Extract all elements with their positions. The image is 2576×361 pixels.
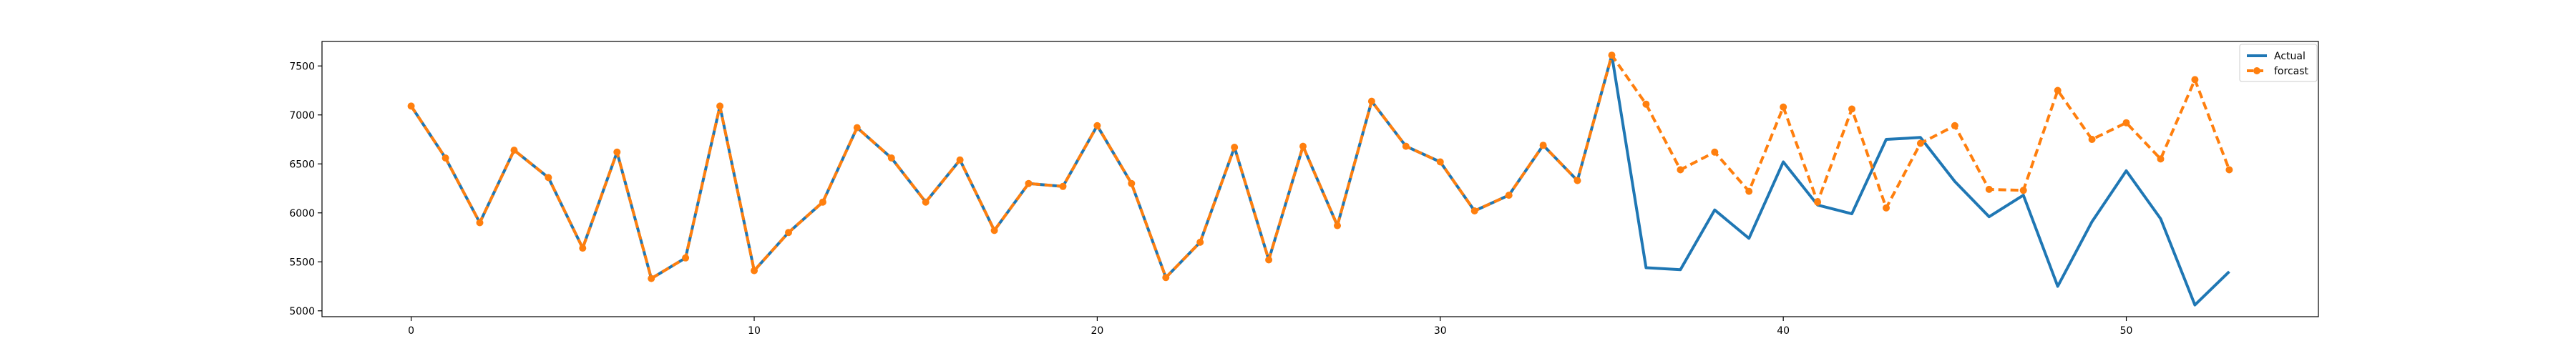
data-point-forcast (2122, 119, 2130, 127)
data-point-forcast (1745, 187, 1753, 195)
y-tick-label: 6500 (289, 159, 315, 170)
legend-label-forcast: forcast (2274, 66, 2309, 77)
data-point-forcast (1883, 204, 1890, 212)
data-point-forcast (819, 198, 826, 206)
data-point-forcast (1436, 158, 1444, 166)
data-point-forcast (1470, 207, 1478, 214)
data-point-forcast (1334, 222, 1341, 229)
data-point-forcast (1505, 192, 1513, 199)
data-point-forcast (1231, 144, 1239, 151)
x-tick-label: 10 (748, 325, 761, 337)
data-point-forcast (1574, 177, 1581, 184)
data-point-forcast (545, 174, 552, 182)
series-line-actual (409, 54, 2230, 307)
data-point-forcast (2157, 155, 2165, 163)
data-point-forcast (1093, 122, 1101, 129)
data-point-forcast (2054, 86, 2062, 94)
legend-marker-forcast (2253, 67, 2260, 74)
x-tick-label: 50 (2120, 325, 2133, 337)
data-point-forcast (853, 124, 861, 132)
data-point-forcast (1814, 198, 1822, 206)
data-point-forcast (407, 102, 415, 110)
data-point-forcast (613, 148, 621, 156)
data-point-forcast (510, 147, 518, 154)
data-point-forcast (785, 229, 792, 237)
data-point-forcast (648, 275, 655, 282)
data-point-forcast (2225, 166, 2233, 174)
data-point-forcast (1265, 256, 1273, 264)
data-point-forcast (1780, 103, 1787, 111)
data-point-forcast (1711, 148, 1719, 156)
plot-frame (321, 41, 2319, 317)
data-point-forcast (1642, 100, 1650, 108)
data-point-forcast (579, 244, 587, 252)
data-point-forcast (1916, 139, 1924, 147)
data-point-forcast (476, 219, 484, 227)
legend: Actual forcast (2239, 44, 2318, 82)
data-point-forcast (1677, 166, 1684, 174)
y-tick-label: 6000 (289, 208, 315, 219)
data-point-forcast (1985, 185, 1993, 193)
x-tick-label: 20 (1091, 325, 1103, 337)
y-tick-label: 5000 (289, 306, 315, 317)
data-point-forcast (716, 102, 724, 110)
data-point-forcast (1128, 179, 1136, 187)
data-point-forcast (1951, 122, 1958, 129)
y-tick-label: 5500 (289, 257, 315, 268)
data-point-forcast (922, 198, 930, 206)
data-point-forcast (441, 154, 449, 162)
x-tick-label: 0 (408, 325, 414, 337)
series-layer (407, 51, 2233, 307)
data-point-forcast (1299, 142, 1307, 150)
x-tick-label: 40 (1777, 325, 1790, 337)
data-point-forcast (956, 156, 964, 164)
data-point-forcast (1196, 238, 1204, 246)
data-point-forcast (1059, 182, 1067, 190)
data-point-forcast (1025, 179, 1033, 187)
axes-layer: 0 10 20 30 40 50 5000 5500 6000 6500 7000 7500 (289, 41, 2319, 337)
data-point-forcast (1608, 51, 1616, 59)
data-point-forcast (1162, 274, 1170, 282)
legend-label-actual: Actual (2274, 51, 2306, 62)
data-point-forcast (2088, 136, 2096, 143)
y-tick-label: 7500 (289, 61, 315, 72)
series-line-forcast (409, 54, 2231, 280)
data-point-forcast (2191, 76, 2199, 84)
x-tick-label: 30 (1434, 325, 1447, 337)
data-point-forcast (2019, 187, 2027, 194)
data-point-forcast (990, 227, 998, 234)
data-point-forcast (1539, 142, 1547, 149)
data-point-forcast (1402, 142, 1410, 150)
y-tick-label: 7000 (289, 110, 315, 122)
data-point-forcast (682, 254, 690, 262)
data-point-forcast (887, 154, 895, 162)
data-point-forcast (751, 267, 758, 275)
data-point-forcast (1367, 97, 1375, 105)
data-point-forcast (1848, 105, 1855, 113)
